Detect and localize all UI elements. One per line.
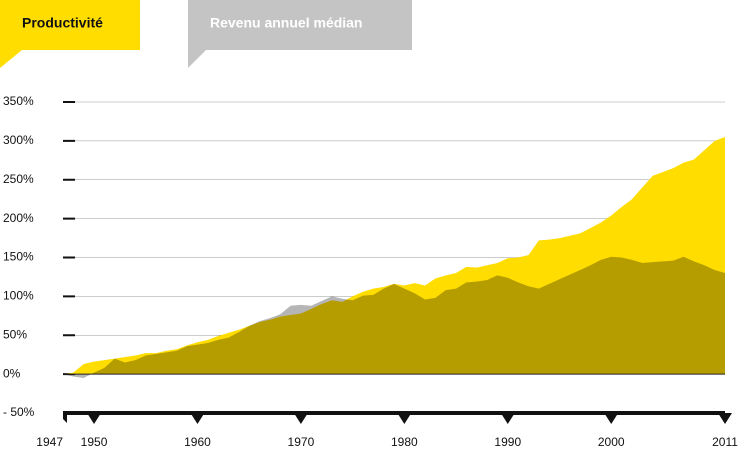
y-tick-label: 50% bbox=[3, 327, 27, 341]
y-tick-label: - 50% bbox=[3, 405, 35, 419]
x-tick-label: 1990 bbox=[494, 435, 521, 449]
legend-label[interactable]: Productivité bbox=[22, 15, 103, 31]
x-tick-label: 1947 bbox=[36, 435, 63, 449]
x-tick-mark bbox=[87, 413, 102, 424]
x-tick-label: 1970 bbox=[288, 435, 315, 449]
legend-tab[interactable] bbox=[188, 0, 412, 68]
x-tick-mark bbox=[190, 413, 205, 424]
legend-tab[interactable] bbox=[0, 0, 140, 68]
x-tick-label: 1950 bbox=[81, 435, 108, 449]
y-tick-label: 250% bbox=[3, 172, 34, 186]
x-tick-label: 1980 bbox=[391, 435, 418, 449]
x-tick-mark bbox=[500, 413, 515, 424]
y-tick-label: 100% bbox=[3, 289, 34, 303]
x-tick-mark bbox=[63, 411, 67, 423]
y-tick-label: 300% bbox=[3, 133, 34, 147]
x-tick-label: 1960 bbox=[184, 435, 211, 449]
timeline bbox=[63, 411, 725, 415]
y-tick-label: 350% bbox=[3, 94, 34, 108]
x-tick-mark bbox=[293, 413, 308, 424]
x-tick-label: 2000 bbox=[598, 435, 625, 449]
area bbox=[63, 256, 725, 379]
x-tick-mark bbox=[604, 413, 619, 424]
x-tick-mark bbox=[718, 413, 732, 424]
y-tick-label: 150% bbox=[3, 250, 34, 264]
x-tick-label: 2011 bbox=[712, 435, 738, 449]
plot-area: - 50% 0% 50% 100% 150% 200% 250% 300% 350% 1947 19… bbox=[3, 94, 738, 449]
y-tick-label: 200% bbox=[3, 211, 34, 225]
x-tick-mark bbox=[397, 413, 412, 424]
legend: Productivité Revenu annuel médian bbox=[0, 0, 412, 68]
y-tick-label: 0% bbox=[3, 366, 21, 380]
legend-label[interactable]: Revenu annuel médian bbox=[210, 15, 362, 31]
